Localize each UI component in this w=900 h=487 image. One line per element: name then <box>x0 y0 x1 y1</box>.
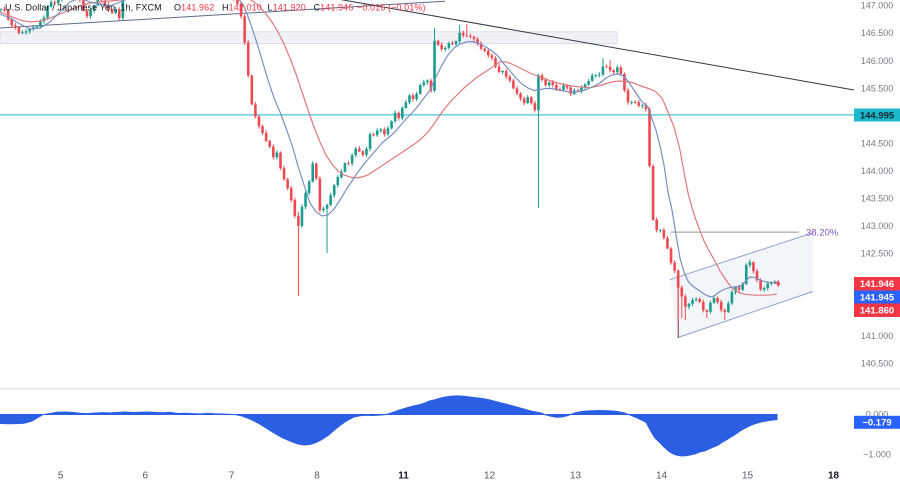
svg-text:146.500: 146.500 <box>861 28 894 38</box>
svg-text:141.945: 141.945 <box>860 292 895 303</box>
svg-text:7: 7 <box>229 471 235 482</box>
svg-text:142.500: 142.500 <box>861 248 894 258</box>
svg-text:146.000: 146.000 <box>861 56 894 66</box>
svg-text:141.000: 141.000 <box>861 331 894 341</box>
svg-text:144.500: 144.500 <box>861 138 894 148</box>
svg-text:144.995: 144.995 <box>860 110 895 121</box>
svg-text:18: 18 <box>828 471 840 482</box>
svg-text:143.000: 143.000 <box>861 221 894 231</box>
svg-text:144.000: 144.000 <box>861 166 894 176</box>
svg-text:−0.179: −0.179 <box>862 418 891 429</box>
svg-text:14: 14 <box>656 471 668 482</box>
svg-text:141.946: 141.946 <box>860 279 894 290</box>
svg-text:141.860: 141.860 <box>860 306 894 317</box>
svg-text:5: 5 <box>58 471 64 482</box>
svg-text:38.20%: 38.20% <box>806 228 839 239</box>
svg-text:12: 12 <box>484 471 496 482</box>
svg-text:15: 15 <box>742 471 754 482</box>
svg-text:6: 6 <box>143 471 149 482</box>
svg-text:147.000: 147.000 <box>861 1 894 11</box>
svg-text:−1.000: −1.000 <box>863 450 891 460</box>
svg-text:145.500: 145.500 <box>861 83 894 93</box>
svg-text:11: 11 <box>398 471 409 482</box>
svg-text:8: 8 <box>314 471 320 482</box>
svg-text:140.500: 140.500 <box>861 359 894 369</box>
svg-text:143.500: 143.500 <box>861 193 894 203</box>
svg-text:13: 13 <box>570 471 582 482</box>
